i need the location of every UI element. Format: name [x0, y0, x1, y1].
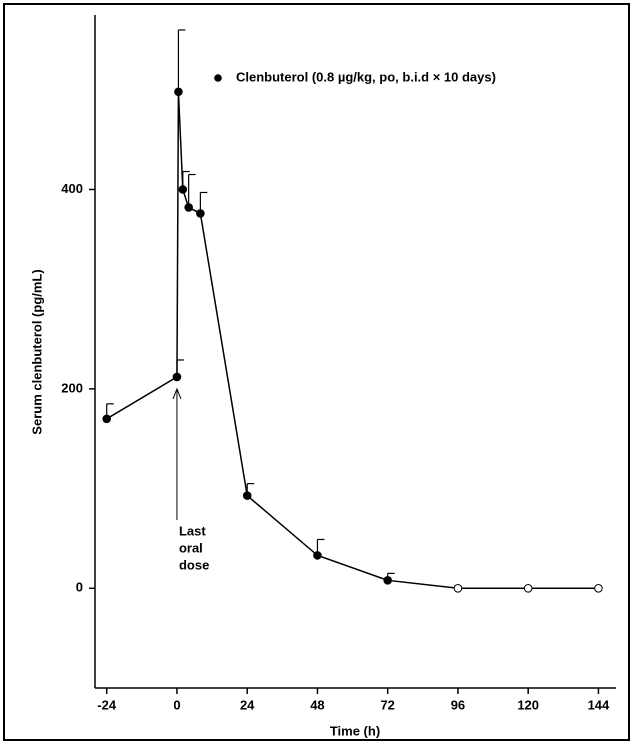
annotation-arrowhead: [172, 387, 182, 400]
annotation: Last: [179, 523, 206, 538]
line: [106, 91, 599, 590]
point: [102, 414, 112, 424]
x-tick-label: 120: [517, 697, 539, 712]
annotation: dose: [179, 557, 209, 572]
point: [184, 203, 193, 212]
point: [172, 372, 182, 382]
point: [174, 87, 183, 97]
x-axis-label: Time (h): [330, 723, 380, 738]
frame: [3, 3, 630, 741]
point: [242, 491, 252, 500]
point: [178, 185, 188, 194]
annotation: oral: [179, 540, 203, 555]
x-tick-label: 72: [380, 697, 394, 712]
x-tick-label: 0: [173, 697, 180, 712]
error-bar: [177, 29, 186, 92]
legend-label: Clenbuterol (0.8 µg/kg, po, b.i.d × 10 d…: [236, 69, 496, 84]
y-tick-label: 0: [76, 580, 83, 595]
point: [196, 209, 205, 218]
y-tick-label: 400: [61, 181, 83, 196]
point: [523, 583, 533, 593]
legend-marker: [214, 74, 222, 82]
x-tick-label: 96: [451, 697, 465, 712]
x-tick-label: 24: [240, 697, 255, 712]
point: [313, 551, 322, 560]
x-tick-label: 48: [310, 697, 324, 712]
x-tick-label: -24: [97, 697, 117, 712]
y-axis-label: Serum clenbuterol (pg/mL): [29, 269, 44, 434]
y-tick-label: 200: [61, 380, 83, 395]
point: [383, 576, 392, 585]
point: [594, 583, 603, 593]
error-bar: [188, 173, 196, 208]
point: [453, 583, 463, 593]
x-tick-label: 144: [588, 697, 610, 712]
